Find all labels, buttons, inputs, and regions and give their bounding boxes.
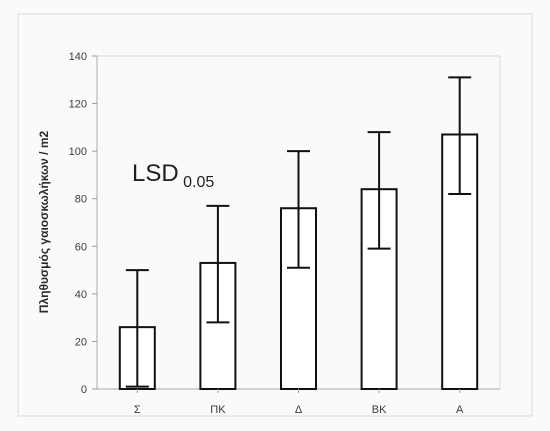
y-tick-label-40: 40 bbox=[75, 289, 87, 301]
y-tick-label-80: 80 bbox=[75, 194, 87, 206]
y-tick-label-100: 100 bbox=[69, 146, 87, 158]
lsd-main-text: LSD bbox=[132, 160, 179, 187]
x-tick-label-βκ: ΒΚ bbox=[372, 404, 387, 416]
outer-frame bbox=[17, 13, 533, 417]
y-axis-title: Πληθυσμός γαιοσκωλήκων / m2 bbox=[37, 130, 51, 313]
lsd-annotation: LSD 0.05 bbox=[132, 160, 214, 191]
y-tick-label-60: 60 bbox=[75, 241, 87, 253]
y-tick-label-140: 140 bbox=[69, 51, 87, 63]
lsd-subscript-text: 0.05 bbox=[183, 174, 214, 191]
y-axis-ticks: 0 20 40 60 80 100 120 140 bbox=[69, 51, 97, 396]
x-tick-label-δ: Δ bbox=[295, 404, 303, 416]
x-tick-label-α: Α bbox=[456, 404, 464, 416]
y-tick-label-0: 0 bbox=[81, 384, 87, 396]
error-bars-group bbox=[125, 76, 472, 388]
x-tick-label-σ: Σ bbox=[134, 404, 141, 416]
y-tick-label-20: 20 bbox=[75, 336, 87, 348]
x-axis-labels: Σ ΠΚ Δ ΒΚ Α bbox=[134, 389, 464, 416]
x-tick-label-πκ: ΠΚ bbox=[210, 404, 226, 416]
y-tick-label-120: 120 bbox=[69, 99, 87, 111]
